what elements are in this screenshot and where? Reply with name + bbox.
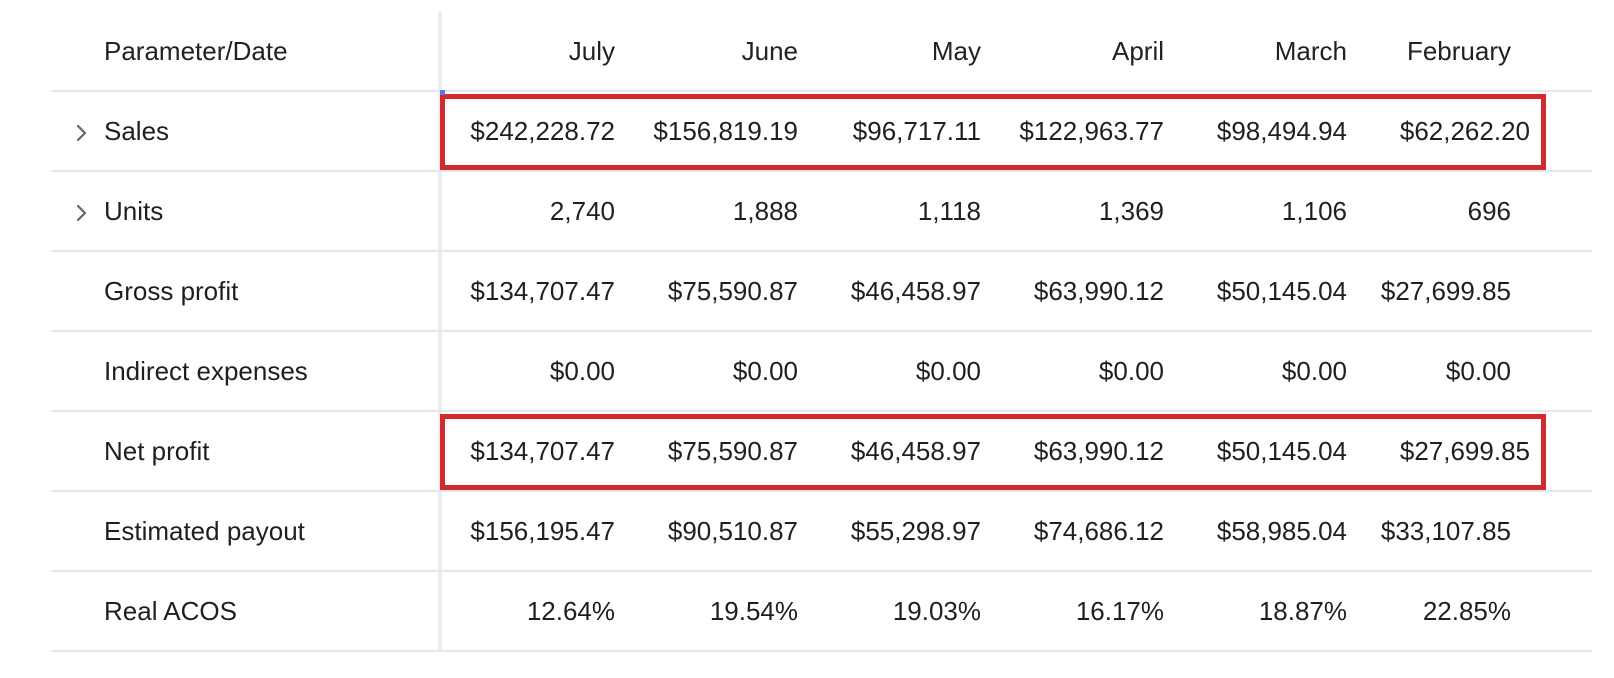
row-value-cell: $96,717.11 bbox=[852, 115, 981, 146]
row-value-cell: $58,985.04 bbox=[1216, 515, 1347, 546]
header-param-label: Parameter/Date bbox=[52, 12, 438, 90]
table-header-row: Parameter/Date July June May April March… bbox=[52, 12, 1592, 92]
row-label: Sales bbox=[104, 115, 170, 146]
resize-handle-marker bbox=[440, 90, 445, 95]
table-row: Net profit $134,707.47 $75,590.87 $46,458.9… bbox=[52, 412, 1592, 492]
row-value-cell: 12.64% bbox=[526, 595, 615, 626]
table-row: Gross profit $134,707.47 $75,590.87 $46,458… bbox=[52, 252, 1592, 332]
row-value-cell: $50,145.04 bbox=[1216, 275, 1347, 306]
row-value-cell: $134,707.47 bbox=[470, 275, 615, 306]
row-label: Real ACOS bbox=[104, 595, 237, 626]
row-value-cell: $46,458.97 bbox=[850, 275, 981, 306]
row-value-cell: $75,590.87 bbox=[667, 275, 798, 306]
chevron-right-icon[interactable] bbox=[70, 120, 92, 142]
row-param-cell: Estimated payout bbox=[52, 492, 438, 570]
row-value-cell: $27,699.85 bbox=[1380, 275, 1511, 306]
chevron-right-icon[interactable] bbox=[70, 200, 92, 222]
header-month-may[interactable]: May bbox=[931, 35, 981, 66]
row-param-cell[interactable]: Units bbox=[52, 172, 438, 250]
table-row: Units 2,740 1,888 1,118 1,369 1,106 696 bbox=[52, 172, 1592, 252]
row-value-cell: $63,990.12 bbox=[1033, 435, 1164, 466]
row-value-cell: $74,686.12 bbox=[1033, 515, 1164, 546]
row-value-cell: $242,228.72 bbox=[470, 115, 615, 146]
row-value-cell: $134,707.47 bbox=[470, 435, 615, 466]
row-value-cell: $0.00 bbox=[1281, 355, 1347, 386]
row-value-cell: 1,369 bbox=[1098, 195, 1164, 226]
row-value-cell: $90,510.87 bbox=[667, 515, 798, 546]
row-value-cell: 1,888 bbox=[732, 195, 798, 226]
row-label: Units bbox=[104, 195, 164, 226]
row-value-cell: 19.03% bbox=[892, 595, 981, 626]
row-value-cell: $50,145.04 bbox=[1216, 435, 1347, 466]
row-value-cell: 16.17% bbox=[1075, 595, 1164, 626]
row-value-cell: $33,107.85 bbox=[1380, 515, 1511, 546]
header-month-march[interactable]: March bbox=[1274, 35, 1347, 66]
row-value-cell: 18.87% bbox=[1258, 595, 1347, 626]
row-label: Indirect expenses bbox=[104, 355, 308, 386]
header-param-text: Parameter/Date bbox=[104, 35, 288, 66]
row-label: Gross profit bbox=[104, 275, 239, 306]
row-value-cell: $122,963.77 bbox=[1019, 115, 1164, 146]
row-value-cell: $63,990.12 bbox=[1033, 275, 1164, 306]
row-value-cell: $0.00 bbox=[732, 355, 798, 386]
table-row: Sales $242,228.72 $156,819.19 $96,717.11 $12… bbox=[52, 90, 1592, 172]
row-value-cell: $156,819.19 bbox=[653, 115, 798, 146]
row-param-cell[interactable]: Sales bbox=[52, 92, 438, 170]
column-divider bbox=[438, 332, 442, 410]
row-param-cell: Gross profit bbox=[52, 252, 438, 330]
table-row: Estimated payout $156,195.47 $90,510.87 $55… bbox=[52, 492, 1592, 572]
header-month-june[interactable]: June bbox=[741, 35, 798, 66]
table-body: Sales $242,228.72 $156,819.19 $96,717.11 $12… bbox=[52, 90, 1592, 652]
row-value-cell: $27,699.85 bbox=[1399, 435, 1530, 466]
row-value-cell: $46,458.97 bbox=[850, 435, 981, 466]
row-label: Net profit bbox=[104, 435, 210, 466]
column-divider bbox=[438, 252, 442, 330]
table-row: Real ACOS 12.64% 19.54% 19.03% 16.17% 18.87% 2… bbox=[52, 572, 1592, 652]
row-value-cell: 2,740 bbox=[549, 195, 615, 226]
row-value-cell: $0.00 bbox=[1098, 355, 1164, 386]
table-row: Indirect expenses $0.00 $0.00 $0.00 $0.00 $0.… bbox=[52, 332, 1592, 412]
row-value-cell: $62,262.20 bbox=[1399, 115, 1530, 146]
row-param-cell: Indirect expenses bbox=[52, 332, 438, 410]
row-value-cell: $75,590.87 bbox=[667, 435, 798, 466]
row-value-cell: $55,298.97 bbox=[850, 515, 981, 546]
metrics-table: Parameter/Date July June May April March… bbox=[52, 12, 1592, 652]
row-value-cell: 19.54% bbox=[709, 595, 798, 626]
row-value-cell: $0.00 bbox=[1445, 355, 1511, 386]
column-divider bbox=[438, 572, 442, 650]
column-divider bbox=[438, 492, 442, 570]
header-month-april[interactable]: April bbox=[1111, 35, 1164, 66]
row-value-cell: $0.00 bbox=[915, 355, 981, 386]
row-value-cell: 1,118 bbox=[917, 195, 981, 226]
row-value-cell: $0.00 bbox=[549, 355, 615, 386]
row-param-cell: Net profit bbox=[52, 412, 438, 490]
row-value-cell: 696 bbox=[1467, 195, 1511, 226]
row-label: Estimated payout bbox=[104, 515, 305, 546]
column-divider bbox=[438, 172, 442, 250]
header-month-july[interactable]: July bbox=[568, 35, 615, 66]
row-param-cell: Real ACOS bbox=[52, 572, 438, 650]
header-month-february[interactable]: February bbox=[1406, 35, 1511, 66]
row-value-cell: 1,106 bbox=[1281, 195, 1347, 226]
column-divider[interactable] bbox=[438, 12, 442, 90]
row-value-cell: 22.85% bbox=[1422, 595, 1511, 626]
row-value-cell: $156,195.47 bbox=[470, 515, 615, 546]
row-value-cell: $98,494.94 bbox=[1216, 115, 1347, 146]
